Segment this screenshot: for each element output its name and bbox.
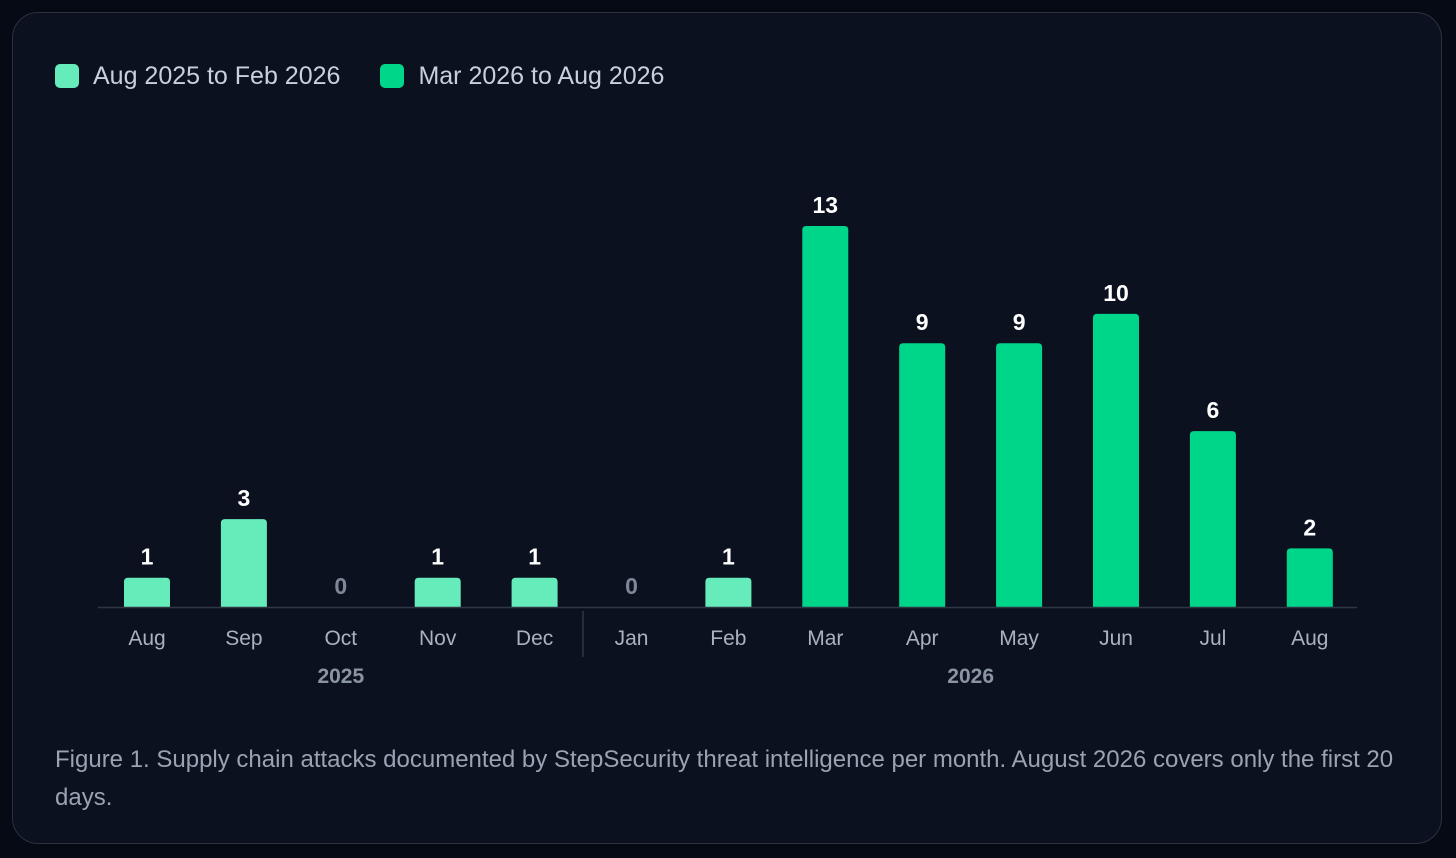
bar	[996, 343, 1043, 607]
bar	[802, 226, 849, 607]
legend: Aug 2025 to Feb 2026 Mar 2026 to Aug 202…	[55, 61, 664, 91]
legend-swatch-period-2	[380, 64, 405, 88]
legend-item-period-2: Mar 2026 to Aug 2026	[380, 61, 664, 91]
year-label: 2025	[317, 665, 364, 688]
figure-caption: Figure 1. Supply chain attacks documente…	[55, 746, 1394, 811]
bar-value-label: 9	[1013, 309, 1026, 335]
bar	[414, 577, 461, 607]
bar-value-label: 2	[1303, 514, 1316, 540]
x-tick-label: Feb	[710, 627, 746, 650]
bar	[899, 343, 946, 607]
bar-value-label: 1	[722, 544, 735, 570]
bar-value-label: 6	[1207, 397, 1220, 423]
x-tick-label: Aug	[128, 627, 165, 650]
legend-item-period-1: Aug 2025 to Feb 2026	[55, 61, 340, 91]
bar	[1286, 548, 1333, 607]
bar-value-label: 1	[141, 544, 154, 570]
x-tick-label: Jun	[1099, 627, 1133, 650]
bar	[1189, 431, 1236, 607]
bar-value-label: 3	[238, 485, 251, 511]
x-tick-label: Oct	[324, 627, 357, 650]
x-tick-label: May	[999, 627, 1039, 650]
bar-value-label: 1	[528, 544, 541, 570]
bar-value-label: 13	[813, 192, 839, 218]
x-tick-label: Apr	[906, 627, 939, 650]
bar	[124, 577, 170, 607]
legend-swatch-period-1	[55, 64, 79, 88]
x-tick-label: Dec	[516, 627, 553, 650]
bar	[511, 577, 558, 607]
bar-value-label: 0	[625, 573, 638, 599]
x-tick-label: Nov	[419, 627, 457, 650]
bar-value-label: 10	[1103, 280, 1129, 306]
bar	[705, 577, 752, 607]
legend-label-period-2: Mar 2026 to Aug 2026	[418, 62, 665, 90]
x-tick-label: Jul	[1199, 627, 1226, 650]
x-tick-label: Aug	[1291, 627, 1328, 650]
legend-label-period-1: Aug 2025 to Feb 2026	[93, 62, 341, 90]
x-tick-label: Sep	[225, 627, 262, 650]
bar	[1093, 313, 1139, 607]
x-tick-label: Jan	[615, 627, 649, 650]
chart-card: Aug 2025 to Feb 2026 Mar 2026 to Aug 202…	[12, 12, 1442, 844]
bar	[220, 519, 267, 607]
bar-value-label: 1	[431, 544, 444, 570]
year-label: 2026	[947, 665, 994, 688]
bar-value-label: 9	[916, 309, 929, 335]
x-tick-label: Mar	[807, 627, 843, 650]
bar-value-label: 0	[334, 573, 347, 599]
